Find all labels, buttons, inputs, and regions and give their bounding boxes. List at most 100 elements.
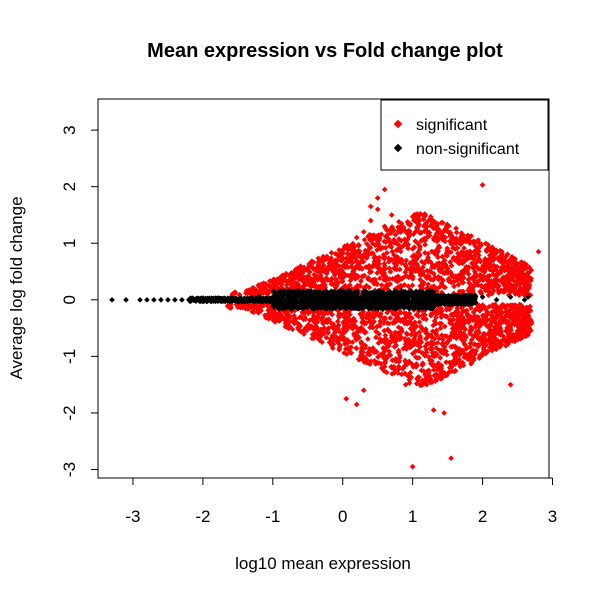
significant-point [353,258,359,264]
significant-point [308,260,315,267]
significant-point [425,354,432,360]
significant-point [422,241,429,248]
significant-point [454,245,461,252]
significant-point [512,305,518,312]
significant-point [443,348,449,355]
significant-point [378,365,385,372]
significant-point [272,281,279,288]
significant-point [489,302,496,308]
significant-point [448,279,455,286]
significant-point [330,321,337,327]
significant-point [439,336,446,343]
significant-point [409,342,416,348]
significant-point [411,211,418,218]
significant-point [440,228,447,235]
significant-point [353,401,360,408]
significant-point [526,328,533,334]
y-axis-title: Average log fold change [7,196,26,379]
significant-point [451,310,458,317]
significant-point [384,320,390,326]
significant-point [521,288,527,295]
significant-point [505,318,512,325]
significant-point [321,318,328,325]
significant-point [313,265,320,272]
significant-point [460,288,466,295]
significant-point [430,220,436,226]
significant-point [371,358,378,364]
significant-point [265,302,272,309]
significant-point [368,277,375,284]
significant-point [440,340,446,347]
significant-point [428,358,435,364]
significant-point [486,280,493,286]
significant-point [382,332,389,339]
significant-point [487,284,494,291]
significant-point [301,264,307,271]
non-significant-point [123,296,129,303]
significant-point [344,319,351,326]
significant-point [335,322,342,329]
significant-point [428,284,435,291]
significant-point [288,269,295,276]
significant-point [384,309,390,316]
significant-point [386,258,392,265]
significant-point [277,311,284,317]
significant-point [377,268,383,275]
significant-point [438,320,445,327]
significant-point [382,347,388,353]
significant-point [402,269,409,276]
significant-point [328,259,335,266]
significant-point [518,306,524,313]
significant-point [508,282,515,288]
significant-point [413,312,420,318]
significant-point [438,369,445,376]
significant-point [498,252,505,258]
significant-point [516,267,523,274]
significant-point [472,274,479,281]
significant-point [375,237,382,243]
significant-point [412,268,419,275]
significant-point [380,266,387,272]
significant-point [237,303,244,310]
significant-point [409,315,415,321]
significant-point [337,274,343,281]
significant-point [514,336,521,343]
significant-point [282,273,288,280]
significant-point [500,274,507,281]
significant-point [511,270,518,277]
significant-point [365,309,372,316]
significant-point [336,341,343,348]
significant-point [423,346,429,353]
significant-point [409,246,416,252]
significant-point [385,255,392,262]
significant-point [490,340,496,347]
legend-label-significant: significant [416,117,488,134]
significant-point [524,312,531,319]
significant-point [396,236,402,242]
significant-point [313,273,320,280]
significant-point [511,321,518,328]
significant-point [360,229,367,235]
significant-point [332,257,339,264]
significant-point [475,252,482,259]
significant-point [429,248,435,255]
significant-point [509,337,516,344]
significant-point [473,347,479,354]
significant-point [423,220,429,227]
non-significant-point [137,296,143,303]
significant-point [471,341,477,348]
significant-point [524,304,530,311]
significant-point [516,301,523,308]
significant-point [291,320,298,327]
significant-point [384,231,391,238]
significant-point [461,354,468,361]
significant-point [465,319,472,326]
significant-point [523,277,530,284]
significant-point [430,407,437,413]
significant-point [377,245,384,252]
significant-point [485,273,491,279]
significant-point [407,265,414,271]
significant-point [353,336,360,343]
legend-box [380,99,549,171]
significant-point [435,254,441,261]
